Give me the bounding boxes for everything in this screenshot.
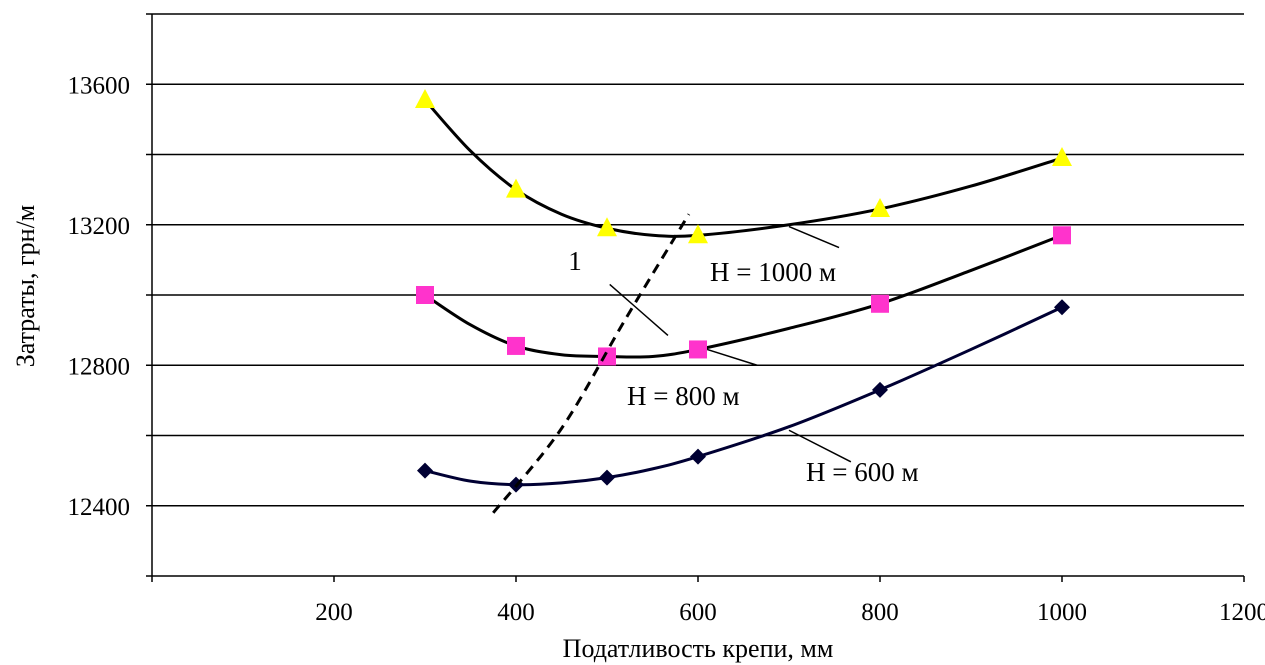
y-tick-label: 12400 <box>68 494 131 521</box>
data-point-square <box>1053 226 1071 245</box>
annotation-label: Н = 1000 м <box>710 257 836 287</box>
x-tick-label: 200 <box>315 599 353 626</box>
x-tick-label: 1200 <box>1219 599 1265 626</box>
series <box>415 89 1072 493</box>
y-tick-label: 12800 <box>68 353 131 380</box>
annotation-leader <box>706 348 758 366</box>
x-tick-label: 400 <box>497 599 535 626</box>
data-point-square <box>598 347 616 366</box>
optimum-dashed-line <box>492 213 691 514</box>
grid-lines <box>152 13 1244 507</box>
data-point-diamond <box>1054 299 1070 316</box>
axis-ticks: 12400 12800 13200 13600 200 400 600 800 1000 1200 <box>68 13 1265 626</box>
data-point-diamond <box>417 462 433 479</box>
data-point-triangle <box>506 178 526 198</box>
data-point-square <box>689 340 707 359</box>
data-point-diamond <box>872 381 888 398</box>
data-point-triangle <box>870 197 890 217</box>
x-tick-label: 600 <box>679 599 717 626</box>
data-point-triangle <box>1052 147 1072 167</box>
optimum-line-group <box>492 213 691 514</box>
x-tick-label: 800 <box>861 599 899 626</box>
data-point-triangle <box>415 89 435 109</box>
data-point-triangle <box>597 217 617 237</box>
annotation-label: Н = 800 м <box>627 381 740 411</box>
annotation-leader <box>609 283 669 336</box>
y-tick-label: 13200 <box>68 213 131 240</box>
annotation-label: 1 <box>568 246 582 276</box>
data-point-square <box>416 286 434 304</box>
series-3 <box>417 299 1070 493</box>
annotations: Н = 1000 м Н = 800 м Н = 600 м 1 <box>568 225 919 487</box>
series-2 <box>416 226 1071 366</box>
annotation-leader <box>788 429 852 463</box>
series-1 <box>415 89 1072 244</box>
annotation-leader <box>788 225 840 249</box>
data-point-diamond <box>599 469 615 486</box>
data-point-triangle <box>688 224 708 244</box>
y-tick-label: 13600 <box>68 72 131 99</box>
annotation-label: Н = 600 м <box>806 457 919 487</box>
x-tick-label: 1000 <box>1037 599 1087 626</box>
data-point-square <box>871 294 889 313</box>
y-axis-title: Затраты, грн/м <box>11 205 40 368</box>
series-line <box>424 305 1063 487</box>
series-line <box>423 99 1063 238</box>
data-point-diamond <box>690 448 706 465</box>
x-axis-title: Податливость крепи, мм <box>563 634 834 663</box>
data-point-square <box>507 336 525 355</box>
